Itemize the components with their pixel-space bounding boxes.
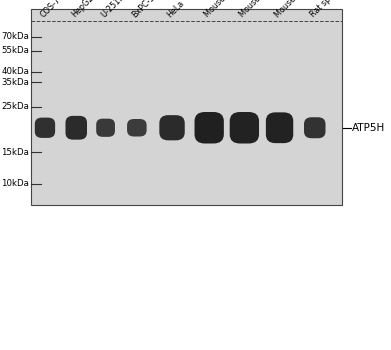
- Text: 55kDa: 55kDa: [2, 46, 29, 55]
- Text: 15kDa: 15kDa: [2, 148, 29, 157]
- FancyBboxPatch shape: [230, 112, 259, 144]
- Bar: [31, 9, 342, 205]
- FancyBboxPatch shape: [304, 117, 326, 138]
- FancyBboxPatch shape: [96, 119, 115, 137]
- Text: 70kDa: 70kDa: [2, 32, 29, 41]
- FancyBboxPatch shape: [266, 112, 293, 143]
- FancyBboxPatch shape: [66, 116, 87, 140]
- FancyBboxPatch shape: [160, 115, 185, 140]
- FancyBboxPatch shape: [35, 118, 55, 138]
- Text: 25kDa: 25kDa: [2, 102, 29, 111]
- Text: ATP5H: ATP5H: [352, 123, 385, 133]
- Text: Mouse thymus: Mouse thymus: [238, 0, 286, 19]
- Text: COS-7: COS-7: [39, 0, 63, 19]
- Text: 35kDa: 35kDa: [2, 78, 29, 87]
- Text: BxPC-3: BxPC-3: [131, 0, 157, 19]
- Text: 10kDa: 10kDa: [2, 179, 29, 188]
- Text: Mouse kidney: Mouse kidney: [203, 0, 248, 19]
- Text: HeLa: HeLa: [166, 0, 187, 19]
- FancyBboxPatch shape: [127, 119, 147, 136]
- Text: Rat spinal cord: Rat spinal cord: [308, 0, 357, 19]
- Text: 40kDa: 40kDa: [2, 67, 29, 76]
- Text: Mouse brain: Mouse brain: [273, 0, 314, 19]
- Text: HepG2: HepG2: [70, 0, 96, 19]
- FancyBboxPatch shape: [195, 112, 224, 144]
- Text: U-251MG: U-251MG: [99, 0, 132, 19]
